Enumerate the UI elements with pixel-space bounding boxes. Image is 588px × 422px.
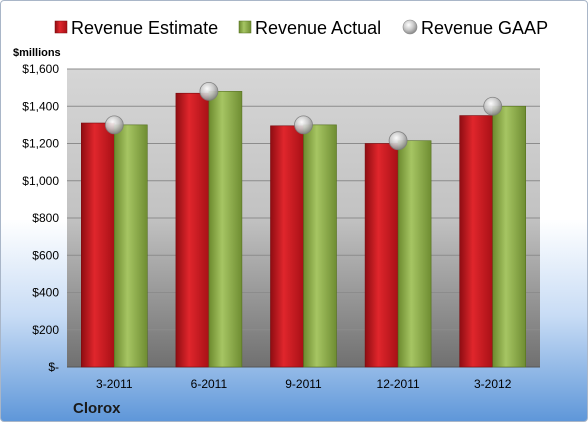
bar-revenue-actual xyxy=(492,105,527,368)
y-tick-label: $200 xyxy=(32,323,59,337)
legend-label-estimate: Revenue Estimate xyxy=(71,18,218,38)
bars xyxy=(81,91,527,368)
bar-revenue-actual xyxy=(397,140,432,368)
legend-marker-gaap xyxy=(402,19,418,35)
bar-revenue-actual xyxy=(303,124,337,368)
legend: Revenue Estimate Revenue Actual Revenue … xyxy=(54,18,548,38)
y-tick-label: $1,000 xyxy=(22,174,59,188)
gaap-marker xyxy=(294,115,313,135)
bar-revenue-estimate xyxy=(459,115,494,368)
y-axis-label: $millions xyxy=(13,47,61,59)
gaap-marker xyxy=(388,131,408,151)
x-tick-label: 3-2012 xyxy=(474,377,512,391)
gaap-markers xyxy=(104,81,503,151)
y-tick-label: $600 xyxy=(32,248,59,262)
bar-revenue-estimate xyxy=(81,122,115,368)
legend-label-actual: Revenue Actual xyxy=(255,18,381,38)
y-tick-label: $1,200 xyxy=(22,137,59,151)
y-axis-ticks: $- $200 $400 $600 $800 $1,000 $1,200 $1,400 $1,6… xyxy=(22,62,59,374)
y-tick-label: $1,600 xyxy=(22,62,59,76)
bar-revenue-actual xyxy=(208,91,243,368)
bar-revenue-estimate xyxy=(270,125,304,368)
y-tick-label: $800 xyxy=(32,211,59,225)
legend-label-gaap: Revenue GAAP xyxy=(421,18,548,38)
x-tick-label: 6-2011 xyxy=(191,377,228,391)
bar-revenue-actual xyxy=(114,124,148,368)
x-tick-label: 12-2011 xyxy=(377,377,420,391)
legend-swatch-estimate xyxy=(54,20,68,34)
x-tick-label: 9-2011 xyxy=(285,377,322,391)
gaap-marker xyxy=(104,115,124,135)
y-tick-label: $1,400 xyxy=(22,99,59,113)
gaap-marker xyxy=(483,96,503,116)
x-axis-ticks: 3-2011 6-2011 9-2011 12-2011 3-2012 xyxy=(96,377,512,391)
y-tick-label: $400 xyxy=(32,286,59,300)
bar-revenue-estimate xyxy=(364,143,399,368)
legend-swatch-actual xyxy=(238,20,252,34)
bar-revenue-estimate xyxy=(175,92,210,368)
x-tick-label: 3-2011 xyxy=(96,377,133,391)
company-name: Clorox xyxy=(73,400,121,417)
gaap-marker xyxy=(199,81,219,101)
y-tick-label: $- xyxy=(48,360,59,374)
